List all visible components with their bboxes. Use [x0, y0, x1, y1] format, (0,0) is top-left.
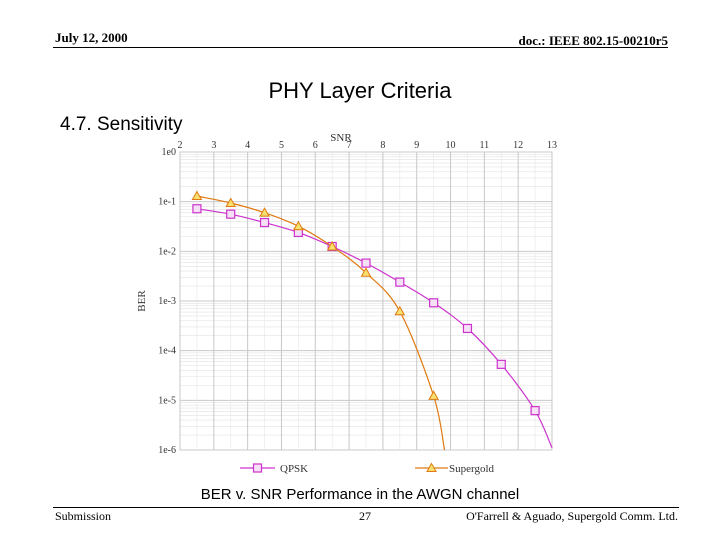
y-axis-label: BER [136, 290, 148, 312]
legend-label-supergold: Supergold [449, 463, 495, 475]
x-tick-label: 3 [211, 140, 216, 151]
x-tick-label: 9 [414, 140, 419, 151]
x-tick-label: 11 [480, 140, 490, 151]
supergold-point [293, 220, 304, 231]
header-rule [53, 47, 668, 48]
qpsk-point [530, 406, 540, 416]
qpsk-point [462, 323, 473, 334]
qpsk-point [192, 204, 202, 214]
supergold-point [394, 305, 406, 316]
x-tick-label: 12 [513, 140, 523, 151]
qpsk-point [361, 258, 371, 268]
x-tick-label: 5 [279, 140, 284, 151]
legend-box [180, 456, 552, 480]
supergold-point [428, 390, 439, 400]
y-tick-label: 1e-1 [158, 197, 176, 208]
legend-label-qpsk: QPSK [280, 463, 308, 475]
x-tick-label: 7 [347, 140, 352, 151]
legend-marker-qpsk [252, 463, 263, 473]
y-tick-label: 1e0 [162, 147, 176, 158]
supergold-point [360, 267, 372, 277]
supergold-point [326, 241, 338, 251]
slide-title: PHY Layer Criteria [268, 78, 452, 103]
supergold-point [191, 190, 203, 201]
section-heading: 4.7. Sensitivity [60, 114, 183, 135]
header-doc-id: doc.: IEEE 802.15-00210r5 [518, 33, 669, 48]
footer-submission: Submission [55, 509, 112, 523]
footer-authors: O'Farrell & Aguado, Supergold Comm. Ltd. [466, 509, 678, 523]
y-tick-label: 1e-6 [158, 445, 176, 456]
qpsk-point [259, 217, 270, 228]
x-tick-label: 10 [446, 140, 456, 151]
footer-page-number: 27 [359, 509, 371, 523]
legend-marker-supergold [426, 462, 437, 472]
header-date: July 12, 2000 [55, 30, 128, 45]
y-tick-label: 1e-4 [158, 346, 176, 357]
y-tick-label: 1e-5 [158, 395, 176, 406]
qpsk-point [496, 359, 506, 369]
x-tick-label: 2 [178, 140, 183, 151]
chart-caption: BER v. SNR Performance in the AWGN chann… [200, 486, 520, 503]
x-tick-label: 6 [313, 140, 318, 151]
qpsk-point [429, 298, 439, 308]
y-tick-label: 1e-2 [158, 246, 176, 257]
supergold-point [259, 207, 270, 217]
x-axis-label: SNR [330, 132, 352, 144]
qpsk-point [226, 209, 236, 219]
ber-snr-chart: 2 3 4 5 6 7 8 9 10 11 12 13 1e0 1e-1 1e-2 1e-3 1e-4 1e-5 1… [136, 132, 557, 480]
x-tick-label: 8 [380, 140, 385, 151]
y-tick-label: 1e-3 [158, 296, 176, 307]
supergold-point [225, 197, 237, 208]
x-tick-label: 13 [547, 140, 557, 151]
qpsk-point [395, 277, 405, 287]
footer-rule [53, 507, 679, 508]
x-tick-label: 4 [245, 140, 250, 151]
